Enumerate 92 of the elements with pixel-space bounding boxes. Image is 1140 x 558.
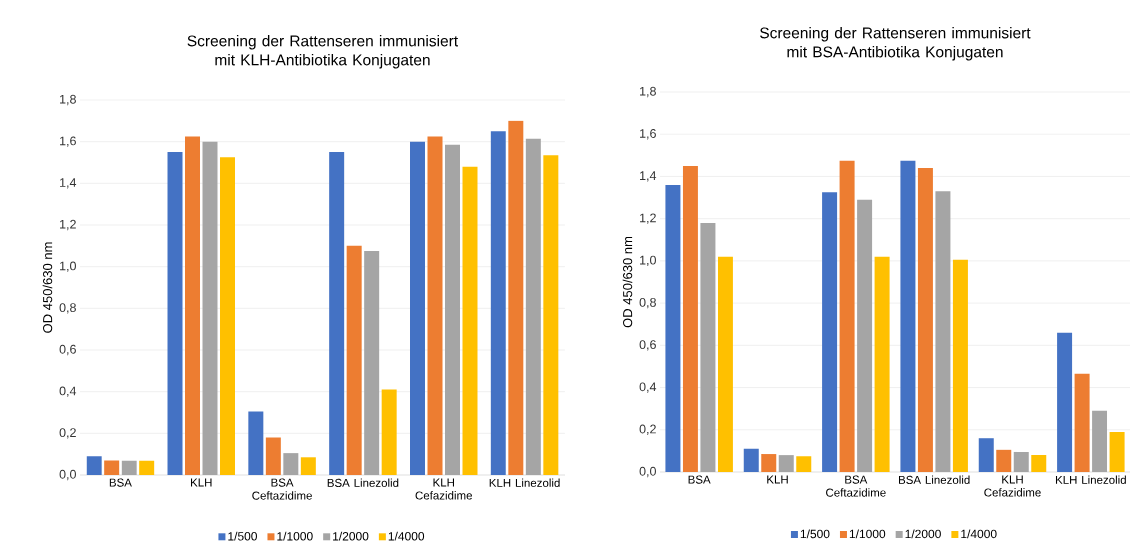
bar	[265, 437, 281, 475]
bar	[743, 448, 759, 472]
bar	[682, 165, 698, 472]
y-tick-label: 1,4	[640, 171, 657, 182]
bar	[427, 136, 443, 475]
bar	[717, 256, 733, 472]
bar	[86, 456, 102, 475]
y-tick-label: 1,0	[60, 261, 76, 272]
x-tick-label: KLH	[767, 475, 788, 484]
bar	[220, 157, 235, 475]
bar	[935, 191, 951, 472]
bar	[300, 457, 316, 475]
bar	[283, 453, 299, 475]
y-tick-label: 0,4	[59, 386, 77, 397]
x-tick-label: BSA Linezolid	[898, 475, 970, 484]
x-tick-label: KLH Linezolid	[489, 478, 560, 487]
y-tick-label: 0,2	[59, 428, 76, 439]
legend-label: 1/500	[800, 529, 830, 539]
bar	[900, 160, 916, 472]
y-tick-label: 0,6	[59, 344, 76, 356]
bar	[104, 460, 120, 475]
bar	[952, 259, 968, 472]
bar	[346, 245, 362, 475]
bar	[139, 460, 155, 475]
x-tick-label: KLH Cefazidime	[984, 475, 1041, 497]
bar	[364, 251, 380, 475]
bar	[185, 136, 200, 475]
y-axis-title: OD 450/630 nm	[622, 236, 633, 328]
y-tick-label: 1,2	[60, 219, 76, 231]
x-tick-label: BSA	[688, 475, 711, 484]
x-tick-label: BSA Ceftazidime	[252, 478, 312, 500]
bar	[508, 120, 524, 475]
y-axis-title: OD 450/630 nm	[42, 242, 53, 333]
x-tick-label: BSA Linezolid	[327, 478, 399, 487]
x-tick-label: KLH Cefazidime	[415, 478, 472, 500]
y-tick-label: 1,6	[640, 129, 656, 140]
y-tick-label: 0,8	[639, 297, 656, 309]
bar	[490, 131, 506, 475]
bar	[1031, 455, 1047, 472]
bar	[665, 184, 681, 472]
legend-label: 1/1000	[277, 531, 313, 541]
bar	[543, 155, 559, 475]
bar	[525, 138, 541, 475]
y-tick-label: 0,2	[639, 424, 656, 435]
bar	[874, 256, 890, 472]
bar	[761, 454, 777, 472]
bar	[857, 199, 873, 472]
bar	[410, 141, 425, 475]
bar	[167, 152, 183, 475]
y-tick-label: 0,0	[639, 466, 656, 478]
y-tick-label: 0,8	[59, 303, 76, 314]
legend-label: 1/1000	[849, 529, 886, 539]
legend-label: 1/500	[228, 531, 257, 541]
y-tick-label: 1,4	[60, 178, 77, 189]
y-tick-label: 0,6	[639, 340, 656, 351]
bar	[329, 152, 345, 475]
legend-label: 1/4000	[961, 529, 997, 539]
bar	[700, 222, 716, 472]
bar	[1092, 410, 1108, 472]
bar	[822, 192, 838, 472]
bar	[1013, 451, 1029, 472]
y-tick-label: 0,0	[59, 469, 76, 481]
chart-title: Screening der Rattenseren immunisiert mit KLH-Antibiotika Konjugaten	[187, 35, 458, 69]
y-tick-label: 1,8	[640, 86, 656, 98]
y-tick-label: 0,4	[639, 382, 657, 393]
bar	[796, 456, 812, 472]
x-tick-label: BSA	[109, 478, 132, 487]
legend-label: 1/4000	[388, 531, 425, 541]
x-tick-label: BSA Ceftazidime	[826, 475, 886, 497]
bar	[917, 168, 933, 472]
chart-title: Screening der Rattenseren immunisiert mit BSA-Antibiotika Konjugaten	[760, 27, 1031, 61]
y-tick-label: 1,0	[640, 255, 656, 267]
bar	[1074, 373, 1090, 472]
bar	[381, 389, 397, 475]
y-tick-label: 1,8	[60, 94, 76, 106]
bar	[839, 160, 855, 472]
bar	[1109, 431, 1125, 472]
bar	[445, 144, 460, 475]
bar	[202, 141, 218, 475]
y-tick-label: 1,6	[60, 136, 76, 147]
bar	[248, 411, 264, 475]
legend-label: 1/2000	[333, 531, 369, 541]
bar	[996, 449, 1012, 472]
bar	[462, 166, 478, 475]
x-tick-label: KLH Linezolid	[1055, 475, 1126, 484]
y-tick-label: 1,2	[640, 213, 656, 224]
bar	[978, 438, 994, 472]
bar	[121, 460, 137, 475]
bar	[778, 455, 794, 472]
x-tick-label: KLH	[191, 478, 212, 487]
legend-label: 1/2000	[905, 529, 941, 539]
bar	[1057, 332, 1073, 472]
